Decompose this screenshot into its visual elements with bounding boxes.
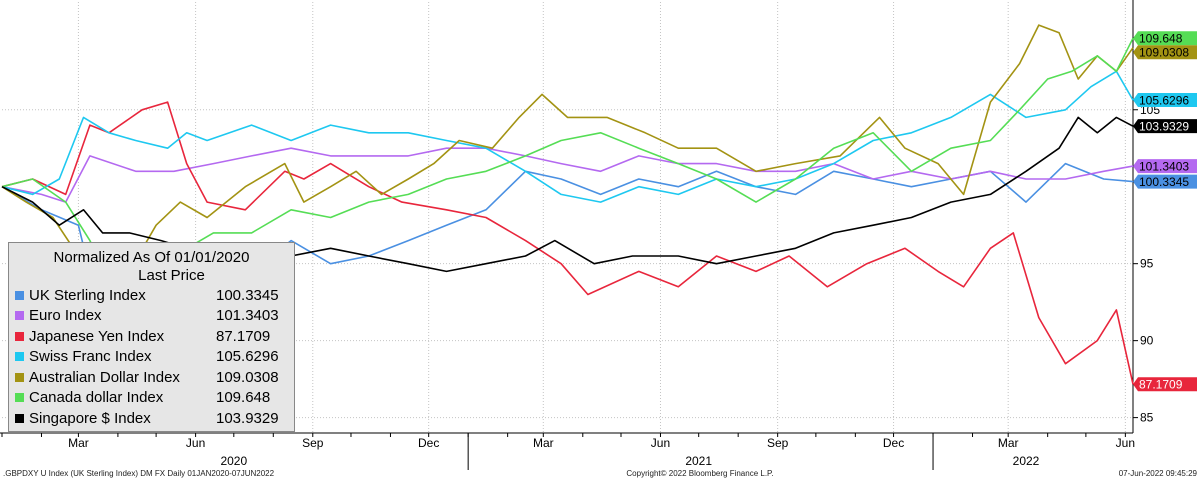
footer-source: .GBPDXY U Index (UK Sterling Index) DM F… xyxy=(3,469,275,478)
legend-item: Swiss Franc Index 105.6296 xyxy=(9,347,294,368)
last-value-tag xyxy=(1133,174,1197,189)
last-value-label: 101.3403 xyxy=(1139,160,1189,174)
legend-series-name: UK Sterling Index xyxy=(29,286,146,304)
legend-series-name: Euro Index xyxy=(29,307,102,325)
last-value-label: 105.6296 xyxy=(1139,94,1189,108)
legend-series-name: Canada dollar Index xyxy=(29,389,164,407)
last-value-tag xyxy=(1133,31,1197,46)
gridlines xyxy=(2,2,1133,433)
legend-last-price: 101.3403 xyxy=(216,307,279,325)
legend-swatch xyxy=(15,331,24,341)
x-tick-label: Sep xyxy=(767,436,789,450)
legend-series-name: Japanese Yen Index xyxy=(29,327,165,345)
legend-swatch xyxy=(15,372,24,382)
legend-swatch xyxy=(15,311,24,321)
x-tick-label: Dec xyxy=(418,436,439,450)
last-value-tag xyxy=(1133,93,1197,108)
legend-entries: UK Sterling Index 100.3345 Euro Index 101.3… xyxy=(9,285,294,429)
series-line xyxy=(1,101,1134,385)
x-tick-label: Dec xyxy=(883,436,904,450)
legend-last-price: 87.1709 xyxy=(216,327,271,345)
legend-item: Australian Dollar Index 109.0308 xyxy=(9,367,294,388)
legend-item: Canada dollar Index 109.648 xyxy=(9,388,294,409)
x-tick-label: Sep xyxy=(302,436,324,450)
legend-item: UK Sterling Index 100.3345 xyxy=(9,285,294,306)
legend-swatch xyxy=(15,413,24,423)
y-tick-label: 95 xyxy=(1140,257,1154,271)
y-tick-label: 85 xyxy=(1140,411,1154,425)
legend-last-price: 109.648 xyxy=(216,389,271,407)
footer-timestamp: 07-Jun-2022 09:45:29 xyxy=(1119,469,1198,478)
legend-series-name: Singapore $ Index xyxy=(29,409,151,427)
last-value-label: 109.648 xyxy=(1139,32,1183,46)
footer-copyright: Copyright© 2022 Bloomberg Finance L.P. xyxy=(626,469,773,478)
y-tick-label: 90 xyxy=(1140,334,1154,348)
legend-item: Japanese Yen Index 87.1709 xyxy=(9,326,294,347)
legend-series-name: Swiss Franc Index xyxy=(29,348,152,366)
x-tick-label: Jun xyxy=(186,436,205,450)
legend-last-price: 109.0308 xyxy=(216,368,279,386)
x-year-label: 2021 xyxy=(685,454,712,468)
legend-series-name: Australian Dollar Index xyxy=(29,368,180,386)
legend-item: Singapore $ Index 103.9329 xyxy=(9,408,294,429)
x-tick-label: Mar xyxy=(533,436,554,450)
last-value-label: 109.0308 xyxy=(1139,46,1189,60)
x-tick-label: Jun xyxy=(1116,436,1135,450)
legend-item: Euro Index 101.3403 xyxy=(9,306,294,327)
legend: Normalized As Of 01/01/2020 Last Price U… xyxy=(8,242,295,432)
legend-swatch xyxy=(15,393,24,403)
last-value-label: 103.9329 xyxy=(1139,120,1189,134)
legend-last-price: 100.3345 xyxy=(216,286,279,304)
last-value-tag xyxy=(1133,377,1197,392)
x-tick-label: Mar xyxy=(998,436,1019,450)
last-value-label: 87.1709 xyxy=(1139,378,1183,392)
x-tick-label: Jun xyxy=(651,436,670,450)
axes xyxy=(0,0,1138,470)
legend-last-price: 105.6296 xyxy=(216,348,279,366)
x-year-label: 2020 xyxy=(220,454,247,468)
legend-subtitle: Last Price xyxy=(138,267,205,284)
last-value-tag xyxy=(1133,119,1197,134)
legend-last-price: 103.9329 xyxy=(216,409,279,427)
legend-title: Normalized As Of 01/01/2020 xyxy=(53,249,250,266)
legend-swatch xyxy=(15,352,24,362)
x-tick-label: Mar xyxy=(68,436,89,450)
series-line xyxy=(1,70,1134,203)
series-line xyxy=(1,24,1134,350)
x-tick-labels: Mar Jun Sep Dec Mar Jun Sep Dec Mar Jun 2020 2021 20… xyxy=(68,436,1135,468)
last-value-label: 100.3345 xyxy=(1139,175,1189,189)
series-line xyxy=(1,116,1134,273)
last-value-tag xyxy=(1133,45,1197,60)
x-year-label: 2022 xyxy=(1013,454,1040,468)
legend-swatch xyxy=(15,290,24,300)
last-value-tag xyxy=(1133,159,1197,174)
